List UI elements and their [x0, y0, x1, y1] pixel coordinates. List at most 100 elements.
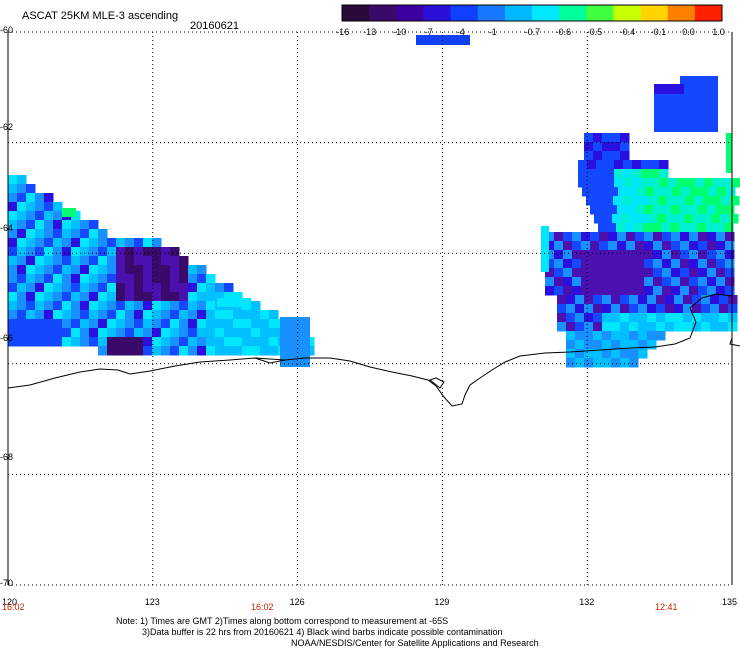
data-cell: [152, 274, 162, 284]
data-cell: [107, 256, 117, 266]
data-cell: [170, 328, 180, 338]
data-cell: [686, 178, 696, 188]
data-cell: [626, 286, 636, 296]
data-cell: [161, 301, 171, 311]
data-cell: [215, 283, 225, 293]
data-cell: [134, 256, 144, 266]
data-cell: [593, 322, 603, 332]
data-cell: [593, 304, 603, 314]
data-cell: [575, 331, 585, 341]
data-cell: [8, 238, 18, 248]
data-cell: [730, 196, 740, 206]
data-cell: [690, 187, 700, 197]
data-cell: [679, 223, 689, 233]
data-cell: [661, 223, 671, 233]
data-cell: [724, 223, 734, 233]
data-cell: [179, 319, 189, 329]
data-cell: [125, 328, 135, 338]
data-cell: [80, 283, 90, 293]
data-cell: [179, 256, 189, 266]
data-cell: [8, 256, 18, 266]
data-cell: [116, 292, 126, 302]
data-cell: [701, 322, 711, 332]
data-cell: [35, 238, 45, 248]
data-cell: [586, 196, 596, 206]
data-cell: [125, 274, 135, 284]
data-cell: [125, 238, 135, 248]
data-cell: [702, 214, 712, 224]
data-cell: [680, 76, 718, 88]
data-cell: [602, 142, 612, 152]
data-cell: [152, 319, 162, 329]
data-cell: [44, 193, 54, 203]
data-cell: [671, 259, 681, 269]
time-label: 16:02: [2, 602, 25, 612]
data-cell: [620, 358, 630, 368]
data-cell: [692, 322, 702, 332]
data-cell: [98, 310, 108, 320]
data-cell: [17, 202, 27, 212]
data-cell: [215, 346, 225, 356]
data-cell: [80, 265, 90, 275]
data-cell: [116, 274, 126, 284]
data-cell: [8, 310, 18, 320]
data-cell: [729, 214, 739, 224]
data-cell: [53, 310, 63, 320]
data-cell: [80, 337, 90, 347]
data-cell: [611, 358, 621, 368]
data-cell: [607, 223, 617, 233]
data-cell: [639, 214, 649, 224]
data-cell: [107, 310, 117, 320]
data-cell: [671, 205, 681, 215]
data-cell: [107, 238, 117, 248]
data-cell: [635, 286, 645, 296]
data-cell: [663, 187, 673, 197]
data-cell: [716, 268, 726, 278]
data-cell: [602, 133, 612, 143]
data-cell: [716, 241, 726, 251]
data-cell: [665, 304, 675, 314]
data-cell: [89, 274, 99, 284]
data-cell: [35, 229, 45, 239]
data-cell: [578, 178, 588, 188]
data-cell: [125, 310, 135, 320]
data-cell: [611, 142, 621, 152]
data-cell: [134, 337, 144, 347]
data-cell: [89, 319, 99, 329]
data-cell: [631, 196, 641, 206]
data-cell: [584, 151, 594, 161]
data-cell: [722, 178, 732, 188]
data-cell: [608, 250, 618, 260]
data-cell: [98, 337, 108, 347]
data-cell: [689, 232, 699, 242]
data-cell: [725, 232, 735, 242]
data-cell: [170, 319, 180, 329]
data-cell: [53, 337, 63, 347]
colorbar-segment: [640, 5, 669, 21]
data-cell: [602, 358, 612, 368]
data-cell: [251, 301, 261, 311]
data-cell: [8, 292, 18, 302]
data-cell: [647, 340, 657, 350]
data-cell: [8, 301, 18, 311]
data-cell: [134, 328, 144, 338]
data-cell: [152, 283, 162, 293]
data-cell: [161, 256, 171, 266]
data-cell: [215, 292, 225, 302]
data-cell: [143, 301, 153, 311]
data-cell: [35, 247, 45, 257]
data-cell: [635, 241, 645, 251]
data-cell: [179, 292, 189, 302]
data-cell: [653, 241, 663, 251]
data-cell: [593, 133, 603, 143]
data-cell: [80, 310, 90, 320]
data-cell: [53, 211, 63, 221]
data-cell: [680, 268, 690, 278]
data-cell: [260, 337, 270, 347]
data-cell: [134, 346, 144, 356]
data-cell: [632, 169, 642, 179]
data-cell: [89, 238, 99, 248]
data-cell: [608, 232, 618, 242]
data-cell: [125, 346, 135, 356]
data-cell: [62, 319, 72, 329]
